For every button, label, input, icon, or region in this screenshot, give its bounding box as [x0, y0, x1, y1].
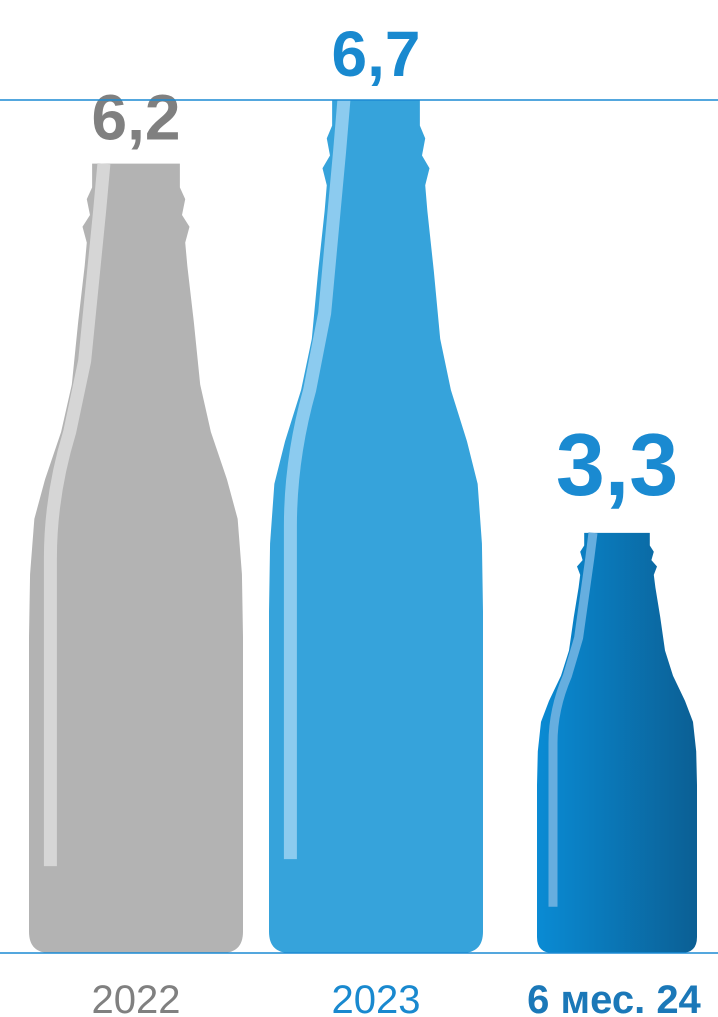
bottle-bar [29, 163, 243, 953]
bar-group-6-мес.-24 [537, 532, 697, 953]
bottle-highlight [43, 163, 111, 867]
category-label: 6 мес. 24 [527, 978, 701, 1017]
value-label: 6,2 [92, 82, 181, 154]
bottle-highlight [283, 99, 351, 860]
bar-group-2022 [29, 163, 243, 953]
value-label: 6,7 [332, 18, 421, 90]
category-label: 2023 [332, 978, 421, 1017]
bottle-bar [269, 100, 483, 953]
bottle-bar [537, 532, 697, 953]
category-label: 2022 [92, 978, 181, 1017]
value-label: 3,3 [556, 415, 678, 514]
bar-group-2023 [269, 99, 483, 953]
bottle-highlight [548, 532, 598, 907]
